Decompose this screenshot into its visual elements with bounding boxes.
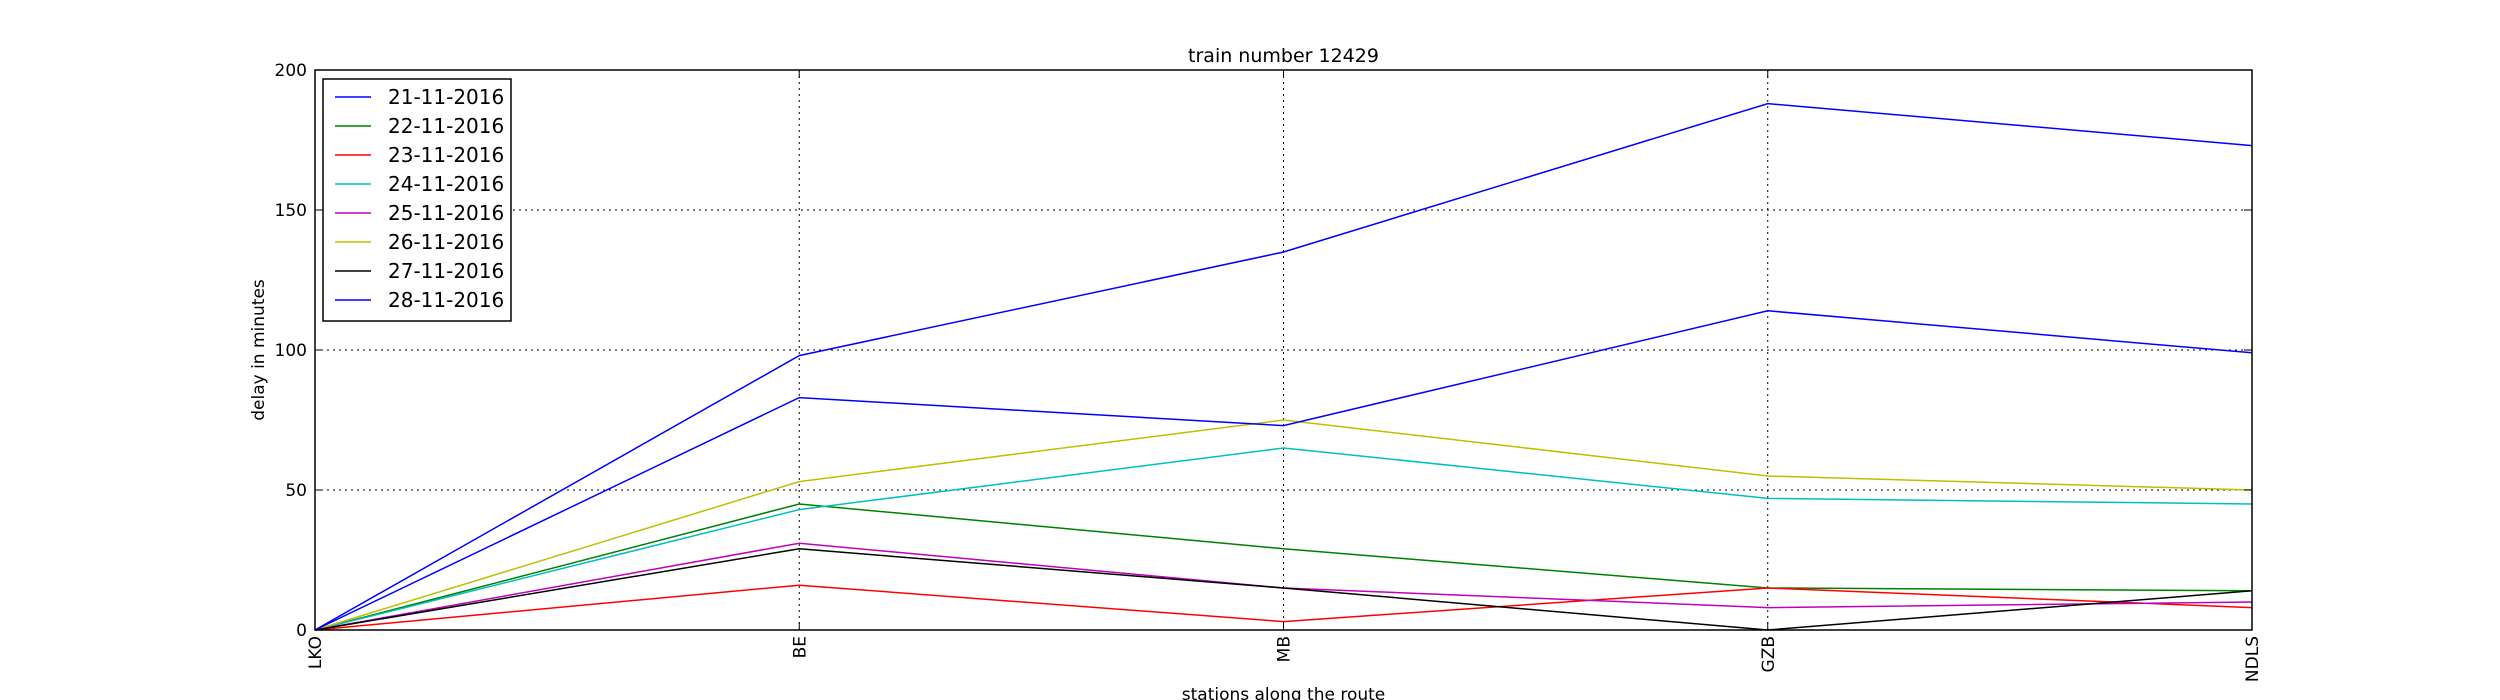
grid-lines [315, 70, 2252, 630]
legend-box [322, 78, 512, 322]
y-tick-label: 0 [296, 621, 307, 641]
series-line-24-11-2016 [314, 447, 2253, 631]
y-axis-label: delay in minutes [249, 279, 269, 421]
x-tick-label: MB [1275, 636, 1295, 662]
legend-label: 26-11-2016 [388, 230, 504, 254]
y-tick-label: 100 [275, 341, 307, 361]
legend-label: 23-11-2016 [388, 143, 504, 167]
series-line-28-11-2016 [314, 310, 2253, 631]
series-line-27-11-2016 [314, 548, 2253, 631]
legend: 21-11-2016 22-11-2016 23-11-2016 24-11-2016… [322, 78, 512, 322]
series-line-26-11-2016 [314, 419, 2253, 631]
x-tick-label: BE [790, 636, 810, 658]
legend-label: 24-11-2016 [388, 172, 504, 196]
series-lines [314, 102, 2253, 631]
legend-label: 27-11-2016 [388, 259, 504, 283]
series-line-23-11-2016 [314, 584, 2253, 631]
x-tick-label: LKO [306, 636, 326, 669]
legend-label: 25-11-2016 [388, 201, 504, 225]
chart-title: train number 12429 [1188, 45, 1379, 67]
y-tick-label: 150 [275, 201, 307, 221]
axis-ticks: 0 50 100 150 200 LKO BE MB GZB NDLS [275, 61, 2263, 682]
x-tick-label: GZB [1759, 636, 1779, 672]
legend-label: 21-11-2016 [388, 85, 504, 109]
series-line-21-11-2016 [314, 102, 2253, 631]
y-tick-label: 200 [275, 61, 307, 81]
series-line-22-11-2016 [314, 503, 2253, 631]
x-tick-label: NDLS [2243, 636, 2263, 682]
y-tick-label: 50 [285, 481, 307, 501]
legend-label: 28-11-2016 [388, 288, 504, 312]
legend-label: 22-11-2016 [388, 114, 504, 138]
x-axis-label: stations along the route [1182, 685, 1386, 700]
